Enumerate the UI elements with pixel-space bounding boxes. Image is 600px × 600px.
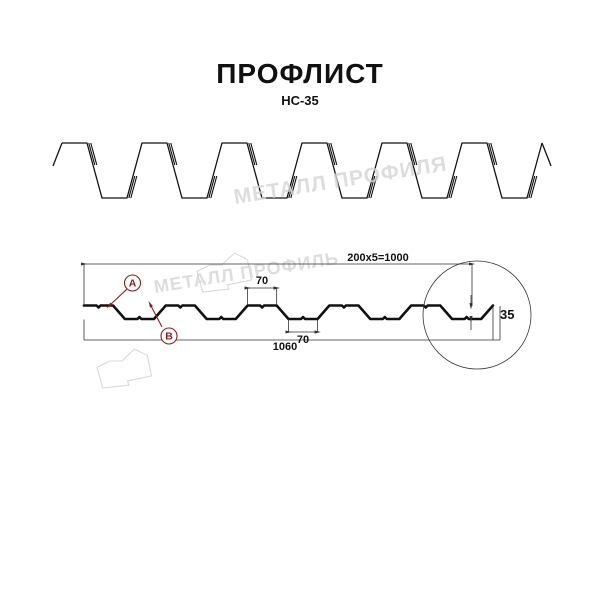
svg-text:МЕТАЛЛ ПРОФИЛЯ: МЕТАЛЛ ПРОФИЛЯ [232,152,449,208]
svg-text:МЕТАЛЛ ПРОФИЛЬ: МЕТАЛЛ ПРОФИЛЬ [152,248,340,297]
svg-text:70: 70 [256,275,268,287]
svg-text:1060: 1060 [273,341,297,353]
svg-text:200x5=1000: 200x5=1000 [347,252,408,264]
svg-text:70: 70 [297,334,309,346]
svg-text:A: A [129,278,137,290]
svg-text:35: 35 [500,307,514,322]
svg-text:B: B [165,331,173,343]
